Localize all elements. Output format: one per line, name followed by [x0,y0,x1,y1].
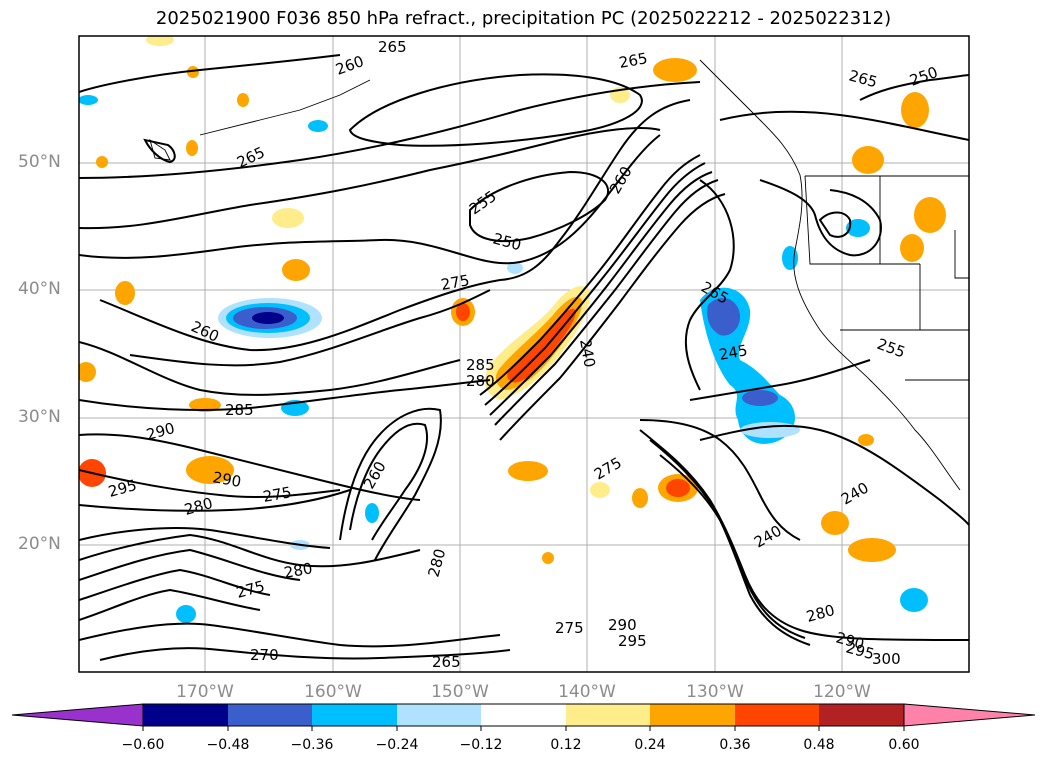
pos-anomaly-patch [456,303,470,321]
contour-label: 290 [211,468,242,491]
precipitation-shading [79,36,946,623]
pos-anomaly-patch [901,92,929,128]
coastlines [149,59,969,491]
contour-label: 245 [718,341,749,364]
contour-label: 295 [618,632,647,650]
pos-anomaly-patch [542,552,554,564]
lon-label-120w: 120°W [813,682,871,702]
pos-anomaly-patch [914,197,946,233]
contour-label: 240 [576,338,599,369]
pos-anomaly-patch [858,434,874,446]
colorbar-cell [819,704,904,726]
colorbar-tick-label: 0.24 [634,737,666,753]
chart-title: 2025021900 F036 850 hPa refract., precip… [155,8,892,29]
colorbar-cell [481,704,566,726]
lat-label-20n: 20°N [18,534,61,554]
colorbar-cell [903,703,1036,727]
colorbar-cell [143,704,228,726]
contour-label: 270 [250,646,279,664]
pos-anomaly-patch [186,456,234,484]
contour-label: 285 [466,356,495,374]
contour-label: 265 [618,49,649,72]
contour-label: 275 [555,619,584,637]
colorbar-cell [397,704,481,726]
contour-label: 280 [283,559,314,582]
contour-label: 265 [432,653,461,671]
contour-label: 280 [466,372,495,390]
contour-label: 300 [872,650,901,668]
colorbar-tick-label: −0.60 [121,737,165,753]
pos-anomaly-patch [272,208,304,228]
pos-anomaly-patch [115,281,135,305]
colorbar-cell [735,704,819,726]
pos-anomaly-patch [852,146,884,174]
colorbar-tick-label: 0.12 [550,737,582,753]
pos-anomaly-patch [146,36,174,46]
neg-anomaly-patch [308,120,328,132]
colorbar-cell [228,704,312,726]
pos-anomaly-patch [632,488,648,508]
colorbar-tick-label: 0.60 [888,737,920,753]
contour-label: 275 [440,271,471,294]
colorbar [11,703,1036,731]
pos-anomaly-patch [821,511,849,535]
neg-anomaly-patch [79,95,98,105]
colorbar-cell [566,704,650,726]
pos-anomaly-patch [282,259,310,281]
map-frame [78,35,970,673]
neg-anomaly-patch [742,390,778,406]
colorbar-tick-label: 0.36 [719,737,751,753]
neg-anomaly-patch [846,219,870,237]
lon-label-170w: 170°W [176,682,234,702]
contour-label: 290 [608,616,637,634]
pos-anomaly-patch [508,461,548,481]
lon-label-140w: 140°W [558,682,616,702]
pos-anomaly-patch [653,58,697,82]
pos-anomaly-patch [189,398,221,412]
lat-label-40n: 40°N [18,279,61,299]
refractivity-contours [79,54,969,661]
pos-anomaly-patch [848,538,896,562]
lon-label-130w: 130°W [686,682,744,702]
colorbar-cell [312,704,397,726]
colorbar-tick-label: −0.48 [206,737,250,753]
pos-anomaly-patch [186,140,198,156]
pos-anomaly-patch [237,93,249,107]
pos-anomaly-patch [590,482,610,498]
colorbar-cell [650,704,735,726]
neg-anomaly-patch [707,297,741,336]
lat-label-50n: 50°N [18,152,61,172]
contour-label: 275 [262,483,293,506]
pos-anomaly-patch [187,66,199,78]
neg-anomaly-patch [365,503,379,523]
lon-label-160w: 160°W [304,682,362,702]
pos-anomaly-patch [666,479,690,497]
neg-anomaly-patch [782,246,798,270]
pos-anomaly-patch [900,234,924,262]
colorbar-tick-label: −0.12 [459,737,503,753]
pos-anomaly-patch [96,156,108,168]
colorbar-tick-label: 0.48 [803,737,835,753]
contour-label: 265 [378,38,407,56]
colorbar-cell [11,703,144,727]
lat-label-30n: 30°N [18,407,61,427]
pos-anomaly-patch [507,308,576,383]
graticule [79,36,969,672]
pos-anomaly-patch [79,362,96,382]
colorbar-tick-label: −0.24 [375,737,419,753]
neg-anomaly-patch [900,588,928,612]
contour-label: 285 [225,401,254,419]
neg-anomaly-patch [176,605,196,623]
neg-anomaly-patch [507,262,523,274]
colorbar-tick-label: −0.36 [290,737,334,753]
lon-label-150w: 150°W [431,682,489,702]
neg-anomaly-patch [252,312,284,324]
